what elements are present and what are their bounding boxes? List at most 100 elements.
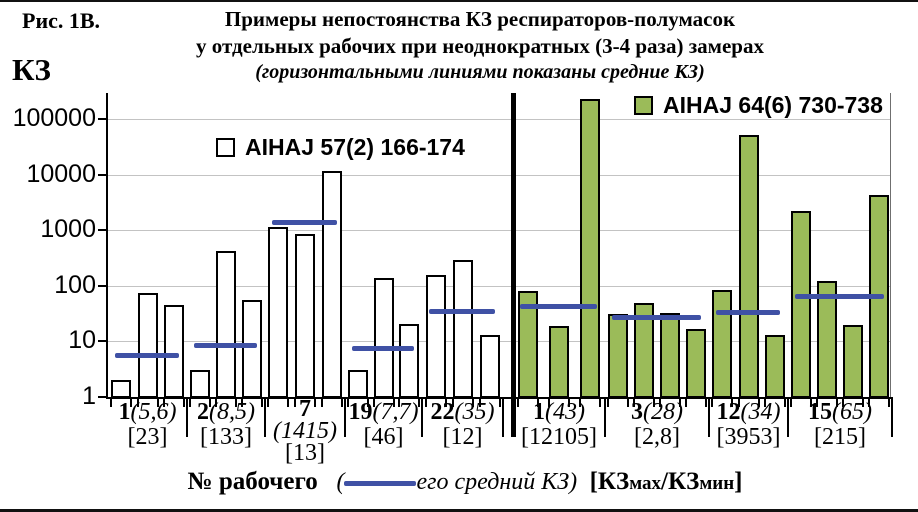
x-axis-minor-tick <box>705 399 707 407</box>
group-divider <box>787 397 789 437</box>
x-axis-minor-tick <box>366 399 369 407</box>
legend-white-series: AIHAJ 57(2) 166-174 <box>216 134 465 161</box>
green-bar <box>817 281 837 398</box>
green-bar <box>764 335 785 398</box>
worker-mean: (43) <box>545 399 585 425</box>
x-axis-minor-tick <box>537 399 540 407</box>
x-axis-minor-tick <box>659 399 661 407</box>
x-axis-minor-tick <box>763 399 766 407</box>
x-axis-minor-tick <box>568 399 570 407</box>
white-bar <box>216 251 236 398</box>
y-tick-label: 10 <box>68 326 96 355</box>
plot-right-border <box>890 93 891 397</box>
worker-mean: (65) <box>832 399 872 425</box>
x-axis-minor-tick <box>320 399 323 407</box>
worker-number: 12 <box>716 399 741 425</box>
x-axis-minor-tick <box>842 399 844 407</box>
worker-range: [3953] <box>716 424 781 450</box>
white-series-label: AIHAJ 57(2) 166-174 <box>245 134 465 160</box>
x-axis-minor-tick <box>498 399 501 407</box>
x-axis-minor-tick <box>444 399 447 407</box>
green-bar <box>518 291 539 398</box>
x-axis-minor-tick <box>235 399 237 407</box>
x-axis-minor-tick <box>888 399 890 407</box>
caption-kz-min: /КЗ <box>661 468 700 495</box>
top-border-line <box>0 0 918 2</box>
group-divider <box>421 397 423 437</box>
white-bar <box>452 260 473 398</box>
y-axis-tick <box>98 284 108 287</box>
x-axis-minor-tick <box>836 399 838 407</box>
green-series-swatch-icon <box>634 96 653 115</box>
worker-range: [12105] <box>521 424 597 450</box>
x-axis-minor-tick <box>189 399 191 407</box>
worker-number: 15 <box>808 399 832 425</box>
x-axis-minor-tick <box>737 399 740 407</box>
y-axis-line <box>106 93 108 399</box>
mean-kz-line <box>795 294 884 300</box>
group-divider <box>186 397 188 437</box>
y-tick-label: 1 <box>82 382 96 410</box>
caption-max-sub: мах <box>629 473 662 494</box>
caption-worker-number: № рабочего <box>187 468 318 495</box>
worker-mean: (1415) <box>273 418 337 444</box>
x-axis-minor-tick <box>287 399 290 407</box>
group-label: 7 (1415) [13] <box>255 396 355 465</box>
white-bar <box>425 275 446 398</box>
x-axis-minor-tick <box>418 399 421 407</box>
x-axis-minor-tick <box>816 399 818 407</box>
group-label: 1(5,6) [23] <box>98 400 197 450</box>
x-axis-minor-tick <box>294 399 296 407</box>
x-axis-minor-tick <box>314 399 316 407</box>
green-bar <box>738 135 759 398</box>
white-bar <box>268 226 289 398</box>
mean-kz-line <box>612 314 701 320</box>
caption-paren-open: ( <box>336 469 345 495</box>
caption-kz-max: КЗ <box>597 468 630 495</box>
white-bar <box>373 277 394 398</box>
x-axis-minor-tick <box>241 399 243 407</box>
green-bar <box>712 289 733 398</box>
y-axis-title: КЗ <box>12 52 51 87</box>
white-bar <box>242 299 262 398</box>
mean-kz-line <box>429 309 495 315</box>
white-bar <box>111 380 132 398</box>
x-axis-minor-tick <box>130 399 133 407</box>
gridline <box>106 285 890 287</box>
green-bar <box>634 303 654 398</box>
worker-range: [46] <box>363 424 404 450</box>
x-axis-minor-tick <box>810 399 812 407</box>
group-label: 1(43) [12105] <box>503 400 615 450</box>
x-axis-minor-tick <box>209 399 211 407</box>
x-axis-minor-tick <box>392 399 395 407</box>
y-tick-label: 100000 <box>12 104 96 133</box>
worker-number: 7 <box>299 396 311 422</box>
x-axis-minor-tick <box>548 399 550 407</box>
mean-kz-line <box>194 343 257 349</box>
group-label: 12(34) [3953] <box>699 400 798 450</box>
group-label: 22(35) [12] <box>412 400 513 450</box>
title-line-2: у отдельных рабочих при неоднократных (3… <box>196 34 764 58</box>
mean-line-legend-icon <box>344 481 417 486</box>
x-axis-minor-tick <box>162 399 165 407</box>
group-divider <box>891 397 893 437</box>
gridline <box>106 174 890 176</box>
x-axis-minor-tick <box>424 399 427 407</box>
group-label: 15(65) [215] <box>778 400 902 450</box>
title-block: Примеры непостоянства КЗ респираторов-по… <box>70 6 890 84</box>
group-divider <box>344 397 346 437</box>
mean-kz-line <box>716 309 780 315</box>
figure-number-label: Рис. 1В. <box>22 8 101 33</box>
x-axis-minor-tick <box>653 399 655 407</box>
y-axis-tick <box>98 340 108 343</box>
x-axis-minor-tick <box>136 399 139 407</box>
x-axis-minor-tick <box>398 399 401 407</box>
group-label: 3(28) [2,8] <box>595 400 719 450</box>
x-axis-minor-tick <box>627 399 629 407</box>
x-axis-minor-tick <box>517 399 520 407</box>
x-axis-minor-tick <box>110 399 113 407</box>
group-divider <box>264 397 266 437</box>
x-axis-minor-tick <box>633 399 635 407</box>
white-bar <box>137 292 158 398</box>
